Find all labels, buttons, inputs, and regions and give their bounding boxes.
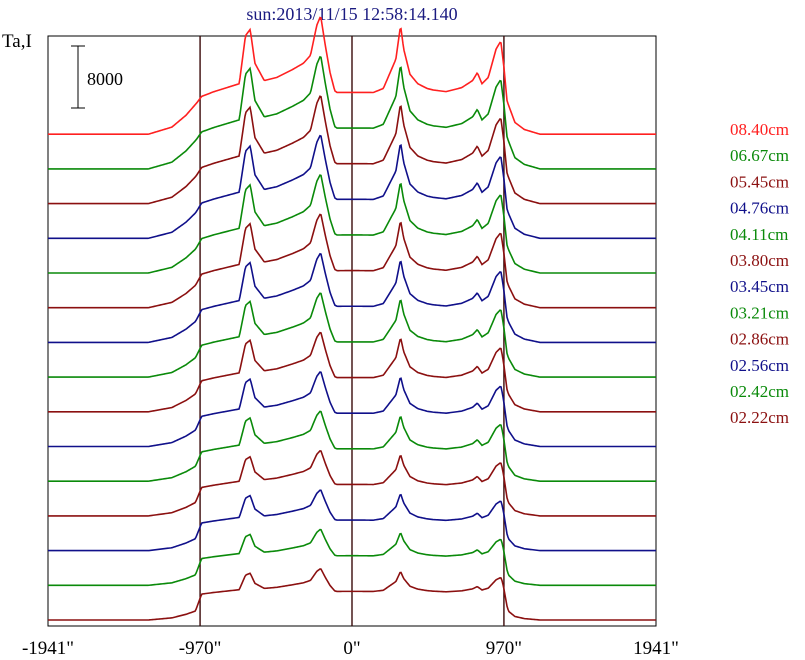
trace-3 <box>48 95 656 205</box>
legend: 08.40cm 06.67cm 05.45cm 04.76cm 04.11cm 03.80… <box>730 120 789 427</box>
trace-2 <box>48 55 656 170</box>
trace-13 <box>48 489 656 552</box>
trace-1 <box>48 16 656 135</box>
traces-group <box>48 16 656 621</box>
legend-item-1: 08.40cm <box>730 120 789 139</box>
x-tick-label-1: -1941" <box>22 638 74 659</box>
x-tick-label-4: 970" <box>486 638 522 659</box>
x-tick-label-5: 1941" <box>633 638 679 659</box>
trace-12 <box>48 449 656 517</box>
legend-item-6: 03.80cm <box>730 251 789 270</box>
legend-item-8: 03.21cm <box>730 303 789 322</box>
legend-item-3: 05.45cm <box>730 172 789 191</box>
trace-8 <box>48 292 656 378</box>
trace-10 <box>48 371 656 448</box>
trace-6 <box>48 213 656 309</box>
legend-item-12: 02.22cm <box>730 408 789 427</box>
trace-9 <box>48 331 656 413</box>
trace-11 <box>48 410 656 482</box>
legend-item-4: 04.76cm <box>730 199 789 218</box>
trace-14 <box>48 528 656 587</box>
legend-item-2: 06.67cm <box>730 146 789 165</box>
legend-item-9: 02.86cm <box>730 330 789 349</box>
trace-4 <box>48 134 656 240</box>
scale-bar: 8000 <box>71 45 123 109</box>
chart-title: sun:2013/11/15 12:58:14.140 <box>246 4 457 24</box>
x-tick-labels: -1941" -970" 0" 970" 1941" <box>22 638 679 659</box>
y-axis-label: Ta,I <box>2 31 32 52</box>
legend-item-10: 02.56cm <box>730 356 789 375</box>
x-tick-label-2: -970" <box>179 638 222 659</box>
legend-item-7: 03.45cm <box>730 277 789 296</box>
trace-5 <box>48 174 656 274</box>
x-tick-label-3: 0" <box>343 638 360 659</box>
legend-item-5: 04.11cm <box>730 225 788 244</box>
scale-bar-label: 8000 <box>87 69 123 89</box>
legend-item-11: 02.42cm <box>730 382 789 401</box>
trace-7 <box>48 252 656 344</box>
trace-15 <box>48 568 656 621</box>
